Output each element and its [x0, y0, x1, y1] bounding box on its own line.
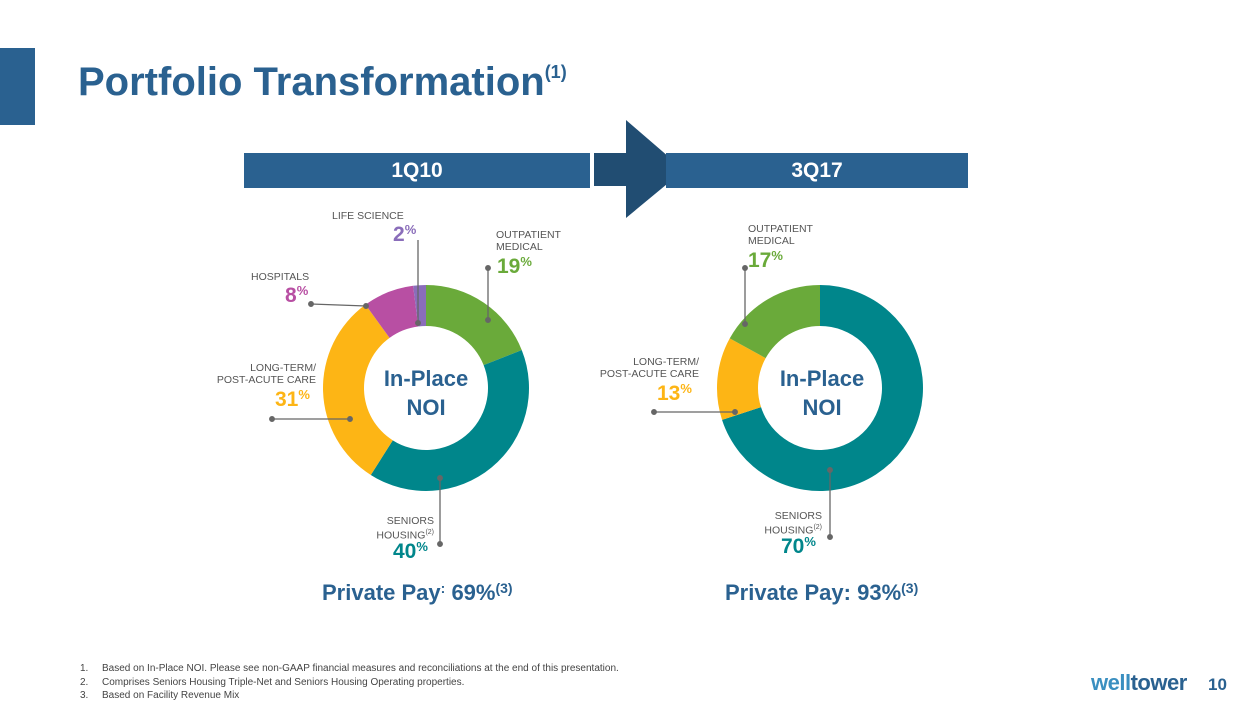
transition-arrow	[594, 120, 684, 218]
leader-lines	[269, 240, 833, 547]
donut-chart-3q17	[717, 285, 924, 491]
pct-outpatient-2: 17%	[748, 248, 783, 272]
page-number: 10	[1208, 675, 1227, 694]
donut-slice-long-term-post-acute-care	[717, 338, 766, 420]
private-pay-3q17: Private Pay: 93%(3)	[725, 580, 919, 605]
donut-center-label-1: In-Place NOI	[383, 366, 469, 420]
label-seniors-1: SENIORS HOUSING(2)	[376, 515, 434, 542]
footnote: 1. Based on In-Place NOI. Please see non-…	[80, 663, 619, 674]
footnotes: 1. Based on In-Place NOI. Please see non-…	[80, 662, 619, 703]
welltower-logo: welltower	[1091, 670, 1187, 695]
donut-slice-seniors-housing	[370, 350, 530, 491]
label-outpatient-1: OUTPATIENT MEDICAL	[496, 229, 561, 253]
donut-slice-seniors-housing	[722, 285, 924, 491]
period-banner-3q17: 3Q17	[666, 153, 968, 188]
page-title: Portfolio Transformation(1)	[78, 60, 567, 104]
pct-life-science: 2%	[393, 222, 417, 246]
period-banner-1q10: 1Q10	[244, 153, 590, 188]
donut-slice-hospitals	[365, 285, 419, 338]
donut-slice-long-term-post-acute-care	[322, 304, 393, 475]
label-ltc-1: LONG-TERM/POST-ACUTE CARE	[216, 362, 316, 386]
pct-ltc-1: 31%	[275, 387, 310, 411]
title-accent-bar	[0, 48, 35, 125]
donut-center-label-2: In-Place NOI	[779, 366, 865, 420]
pct-seniors-1: 40%	[393, 539, 428, 563]
pct-seniors-2: 70%	[781, 534, 816, 558]
footnote: 3. Based on Facility Revenue Mix	[80, 690, 240, 701]
pct-ltc-2: 13%	[657, 381, 692, 405]
label-outpatient-2: OUTPATIENT MEDICAL	[748, 223, 813, 247]
pct-hospitals: 8%	[285, 283, 309, 307]
private-pay-1q10: Private Pay: 69%(3)	[322, 580, 513, 605]
label-seniors-2: SENIORS HOUSING(2)	[764, 510, 822, 537]
donut-chart-1q10	[322, 285, 530, 491]
donut-slice-life-science	[413, 285, 426, 327]
label-life-science: LIFE SCIENCE	[332, 210, 404, 222]
footnote: 2. Comprises Seniors Housing Triple-Net a…	[80, 676, 465, 688]
donut-slice-outpatient-medical	[729, 285, 820, 359]
label-hospitals: HOSPITALS	[251, 271, 310, 283]
label-ltc-2: LONG-TERM/POST-ACUTE CARE	[599, 356, 699, 380]
pct-outpatient-1: 19%	[497, 254, 532, 278]
donut-slice-outpatient-medical	[426, 285, 522, 366]
